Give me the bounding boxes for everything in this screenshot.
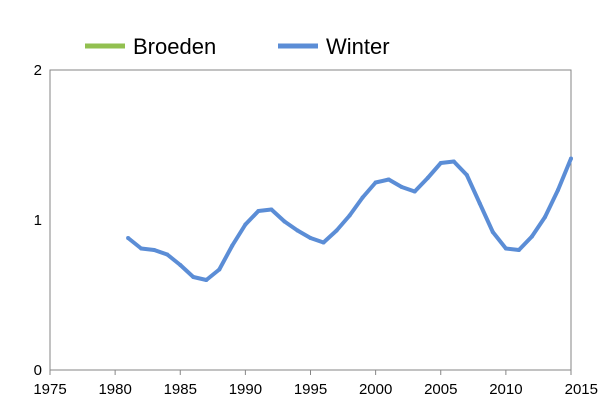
- data-point-winter: [321, 240, 326, 245]
- y-tick-label: 2: [34, 62, 42, 79]
- y-tick-label: 1: [34, 212, 42, 229]
- data-point-winter: [529, 234, 534, 239]
- legend-item-broeden: Broeden: [85, 34, 216, 59]
- data-point-winter: [451, 159, 456, 164]
- series-line-winter: [126, 157, 573, 282]
- data-point-winter: [464, 173, 469, 177]
- data-point-winter: [230, 243, 235, 248]
- x-tick-label: 2010: [489, 381, 522, 398]
- data-point-winter: [503, 246, 508, 251]
- x-tick-label: 1975: [33, 381, 66, 398]
- legend-label: Winter: [326, 34, 390, 59]
- data-point-winter: [282, 219, 287, 224]
- data-point-winter: [269, 207, 274, 212]
- data-point-winter: [347, 213, 352, 218]
- data-point-winter: [386, 177, 391, 182]
- data-point-winter: [165, 252, 170, 257]
- data-point-winter: [412, 189, 417, 194]
- x-tick-label: 1995: [294, 381, 327, 398]
- data-point-winter: [256, 209, 261, 213]
- data-point-winter: [516, 248, 521, 252]
- data-point-winter: [139, 246, 144, 251]
- data-point-winter: [152, 248, 157, 252]
- x-tick-label: 1990: [229, 381, 262, 398]
- data-point-winter: [425, 176, 430, 180]
- y-tick-label: 0: [34, 362, 42, 379]
- x-tick-label: 2000: [359, 381, 392, 398]
- data-point-winter: [490, 230, 495, 234]
- data-point-winter: [543, 215, 547, 219]
- x-tick-label: 2015: [565, 381, 598, 398]
- x-tick-label: 1985: [164, 381, 197, 398]
- data-point-winter: [217, 267, 222, 272]
- data-point-winter: [373, 180, 378, 185]
- data-point-winter: [334, 228, 339, 233]
- y-axis: 0 1 2: [34, 62, 42, 379]
- data-point-winter: [191, 275, 196, 279]
- data-point-winter: [295, 228, 300, 233]
- data-point-winter: [178, 263, 183, 267]
- data-point-winter: [243, 222, 248, 227]
- series-layer: [126, 156, 573, 282]
- data-point-winter: [126, 236, 131, 240]
- plot-area-frame: [49, 69, 572, 371]
- x-tick-label: 1980: [98, 381, 131, 398]
- legend-label: Broeden: [133, 34, 216, 59]
- data-point-winter: [438, 161, 443, 165]
- data-point-winter: [204, 278, 209, 282]
- x-axis: 1975 1980 1985 1990 1995 2000 2005 2010 2015: [33, 370, 598, 398]
- data-point-winter: [477, 201, 482, 206]
- data-point-winter: [569, 156, 573, 161]
- data-point-winter: [399, 185, 404, 189]
- x-tick-label: 2005: [424, 381, 457, 398]
- data-point-winter: [360, 195, 365, 200]
- data-point-winter: [556, 188, 560, 192]
- legend-item-winter: Winter: [278, 34, 390, 59]
- legend: Broeden Winter: [85, 34, 390, 59]
- data-point-winter: [308, 236, 313, 240]
